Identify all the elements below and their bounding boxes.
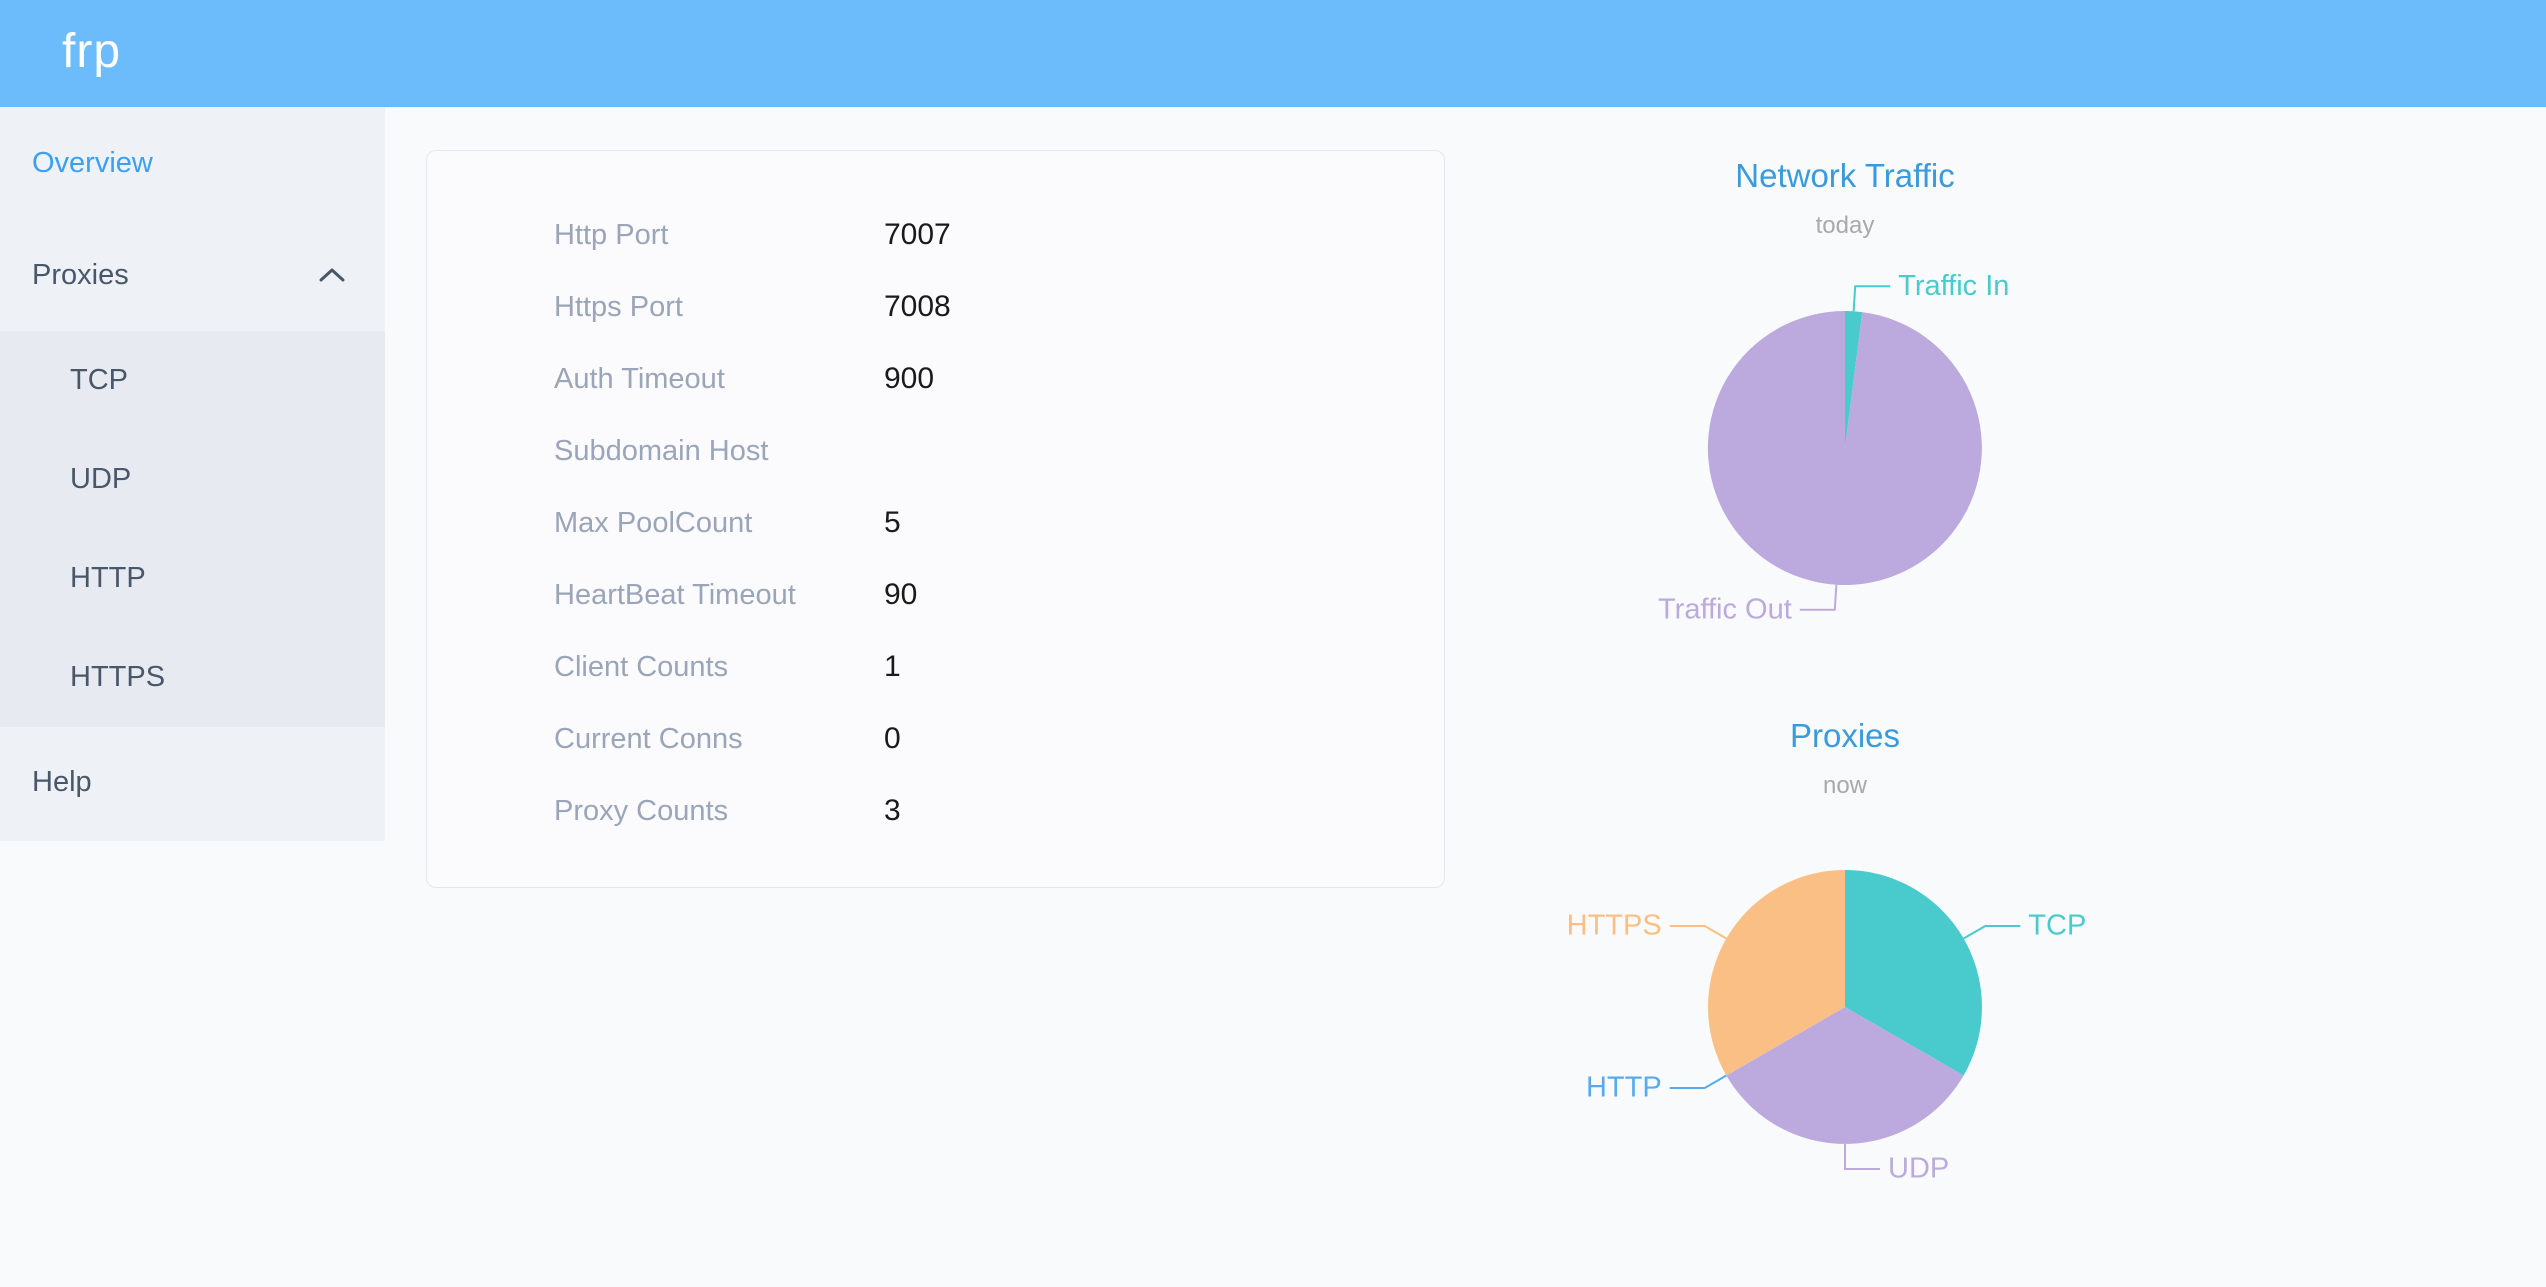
- pie-label-udp: UDP: [1888, 1153, 1949, 1185]
- sidebar: Overview Proxies TCP UDP HTTP HTTPS Help: [0, 107, 385, 841]
- sidebar-item-http-label: HTTP: [70, 562, 146, 594]
- pie-label-line-tcp: [1963, 925, 2021, 940]
- config-label: Proxy Counts: [554, 794, 729, 827]
- pie-label-tcp: TCP: [2028, 910, 2086, 942]
- config-row-http-port: Http Port 7007: [427, 199, 1444, 271]
- sidebar-item-https-label: HTTPS: [70, 661, 166, 693]
- config-row-current-conns: Current Conns 0: [427, 703, 1444, 775]
- sidebar-item-proxies-label: Proxies: [32, 258, 129, 291]
- sidebar-item-overview-label: Overview: [32, 146, 153, 179]
- config-label: Current Conns: [554, 722, 743, 755]
- proxies-submenu: TCP UDP HTTP HTTPS: [0, 331, 385, 727]
- config-row-https-port: Https Port 7008: [427, 271, 1444, 343]
- pie-label-http: HTTP: [1586, 1072, 1662, 1104]
- proxies-chart-subtitle: now: [1822, 772, 1868, 799]
- config-row-max-poolcount: Max PoolCount 5: [427, 487, 1444, 559]
- config-value: 7007: [884, 218, 951, 251]
- network-traffic-chart-subtitle: today: [1815, 212, 1875, 239]
- config-label: Client Counts: [554, 650, 729, 683]
- pie-label-https: HTTPS: [1567, 910, 1662, 942]
- pie-label-traffic-out: Traffic Out: [1658, 593, 1792, 625]
- config-value: 0: [884, 722, 901, 755]
- pie-slice-https: [1708, 870, 1845, 1076]
- config-label: Subdomain Host: [554, 434, 769, 467]
- config-row-subdomain-host: Subdomain Host: [427, 415, 1444, 487]
- pie-slice-tcp: [1845, 870, 1982, 1076]
- config-row-client-counts: Client Counts 1: [427, 631, 1444, 703]
- config-label: HeartBeat Timeout: [554, 578, 796, 611]
- server-config-card: Http Port 7007 Https Port 7008 Auth Time…: [426, 150, 1445, 888]
- config-row-proxy-counts: Proxy Counts 3: [427, 775, 1444, 847]
- proxies-chart-title: Proxies: [1789, 717, 1901, 754]
- config-value: 90: [884, 578, 918, 611]
- sidebar-item-help-label: Help: [32, 765, 92, 798]
- pie-label-line-udp: [1844, 1144, 1880, 1170]
- sidebar-item-tcp[interactable]: TCP: [0, 331, 385, 430]
- proxies-pie-chart: TCP UDP HTTP HTTPS: [1567, 870, 2086, 1185]
- sidebar-item-udp[interactable]: UDP: [0, 430, 385, 529]
- chevron-up-icon: [319, 268, 345, 282]
- config-label: Https Port: [554, 290, 683, 323]
- network-traffic-pie-chart: Traffic In Traffic Out: [1658, 270, 2009, 625]
- config-label: Http Port: [554, 218, 669, 251]
- config-value: 5: [884, 506, 901, 539]
- pie-label-traffic-in: Traffic In: [1898, 270, 2009, 302]
- config-value: 3: [884, 794, 901, 827]
- pie-label-line-traffic-in: [1852, 285, 1891, 312]
- config-value: 1: [884, 650, 901, 683]
- network-traffic-chart-title: Network Traffic: [1735, 157, 1955, 194]
- config-label: Auth Timeout: [554, 362, 725, 395]
- sidebar-item-proxies[interactable]: Proxies: [0, 219, 385, 331]
- sidebar-item-http[interactable]: HTTP: [0, 529, 385, 628]
- sidebar-item-tcp-label: TCP: [70, 364, 128, 396]
- pie-slice-traffic-in: [1845, 311, 1863, 448]
- app-logo: frp: [62, 25, 122, 78]
- config-label: Max PoolCount: [554, 506, 753, 539]
- config-row-auth-timeout: Auth Timeout 900: [427, 343, 1444, 415]
- config-value: 7008: [884, 290, 951, 323]
- pie-label-line-https: [1669, 925, 1727, 940]
- config-row-heartbeat-timeout: HeartBeat Timeout 90: [427, 559, 1444, 631]
- sidebar-item-udp-label: UDP: [70, 463, 132, 495]
- pie-label-line-traffic-out: [1799, 584, 1838, 611]
- pie-slice-traffic-out: [1707, 310, 1982, 585]
- config-value: 900: [884, 362, 935, 395]
- app-header: frp: [0, 0, 2546, 107]
- pie-slice-udp: [1726, 1007, 1964, 1144]
- pie-label-line-http: [1669, 1074, 1727, 1089]
- sidebar-item-https[interactable]: HTTPS: [0, 628, 385, 727]
- sidebar-item-help[interactable]: Help: [0, 727, 385, 837]
- sidebar-item-overview[interactable]: Overview: [0, 107, 385, 219]
